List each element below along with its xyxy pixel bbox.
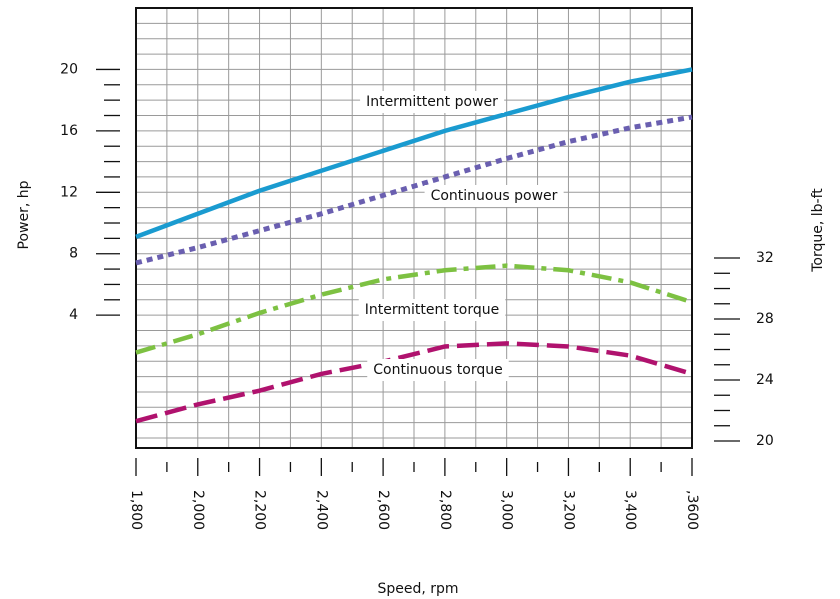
series-line [135, 263, 693, 355]
y-tick-label: 4 [69, 307, 78, 323]
series-line [135, 114, 693, 266]
y2-tick-label: 28 [756, 311, 774, 327]
x-tick-label: 2,000 [190, 490, 206, 530]
plot-frame [135, 7, 693, 449]
y-tick-label: 16 [60, 123, 78, 139]
y2-axis-label: Torque, lb-ft [810, 188, 826, 273]
x-axis-label: Speed, rpm [377, 581, 458, 597]
y-axis-label: Power, hp [16, 180, 32, 249]
y-tick-label: 8 [69, 246, 78, 262]
series-label-bg [360, 91, 505, 113]
series-label: Continuous power [431, 188, 558, 204]
y-tick-label: 12 [60, 184, 78, 200]
y-tick-label: 20 [60, 61, 78, 77]
x-tick-label: 2,600 [375, 490, 391, 530]
x-tick-label: 3,000 [499, 490, 515, 530]
series-line [135, 341, 693, 424]
y2-tick-label: 24 [756, 372, 774, 388]
series-label: Intermittent torque [365, 302, 499, 318]
series-label-bg [424, 185, 564, 207]
series-label: Intermittent power [366, 94, 498, 110]
y2-tick-label: 32 [756, 250, 774, 266]
series-label-bg [358, 299, 506, 321]
x-tick-label: 2,400 [313, 490, 329, 530]
y2-tick-label: 20 [756, 433, 774, 449]
x-tick-label: ,3600 [684, 490, 700, 530]
x-tick-label: 2,200 [252, 490, 268, 530]
series-label-bg [367, 359, 509, 381]
x-tick-label: 1,800 [128, 490, 144, 530]
series-line [135, 67, 693, 239]
x-tick-label: 3,400 [622, 490, 638, 530]
x-tick-label: 2,800 [437, 490, 453, 530]
x-tick-label: 3,200 [560, 490, 576, 530]
series-label: Continuous torque [373, 362, 502, 378]
